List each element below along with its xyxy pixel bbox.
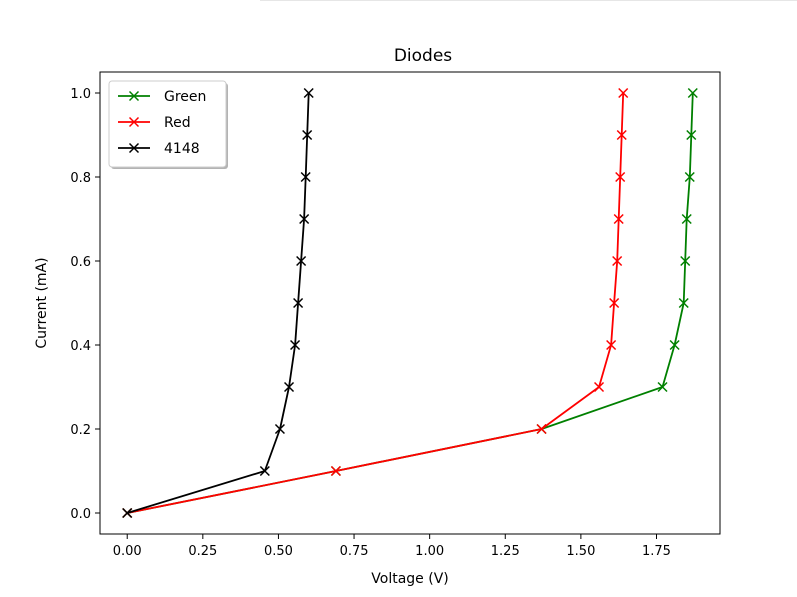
window-top-edge [260, 0, 797, 1]
plot-frame [99, 71, 721, 535]
data-point-green [678, 297, 689, 309]
data-point-4148 [293, 297, 304, 309]
legend-box [108, 80, 227, 168]
data-point-red [616, 129, 627, 141]
data-point-red [613, 213, 624, 225]
y-tick-label: 0.8 [70, 171, 91, 186]
legend-swatch-marker [128, 116, 140, 128]
data-point-4148 [302, 129, 313, 141]
data-point-red [609, 297, 620, 309]
y-tick-label: 0.4 [70, 339, 91, 354]
x-tick-label: 1.25 [491, 544, 520, 559]
data-point-4148 [259, 465, 270, 477]
y-tick-label: 0.2 [70, 423, 91, 438]
data-point-4148 [274, 423, 285, 435]
data-point-green [669, 339, 680, 351]
data-point-4148 [283, 381, 295, 393]
series-4148 [122, 87, 314, 519]
x-tick-label: 1.75 [642, 544, 671, 559]
data-point-red [615, 171, 626, 183]
data-point-green [681, 213, 692, 225]
data-point-4148 [299, 213, 310, 225]
legend: Green Red 4148 [108, 80, 228, 169]
data-point-red [593, 381, 605, 393]
x-tick-label: 0.00 [113, 544, 142, 559]
y-axis-label: Current (mA) [34, 257, 50, 348]
legend-label: 4148 [164, 141, 200, 157]
data-point-green [684, 171, 695, 183]
data-point-green [686, 129, 697, 141]
series-layer [122, 87, 698, 519]
data-point-4148 [290, 339, 301, 351]
y-tick-label: 0.0 [70, 507, 91, 522]
legend-swatch-marker [128, 90, 140, 102]
x-axis: 0.00 0.25 0.50 0.75 1.00 1.25 1.50 1.75 [113, 534, 671, 559]
data-point-4148 [303, 87, 314, 99]
legend-entry-green: Green [118, 89, 206, 105]
data-point-green [657, 381, 668, 393]
data-point-red [606, 339, 617, 351]
data-point-red [612, 255, 623, 267]
data-point-red [618, 87, 629, 99]
y-axis: 0.0 0.2 0.4 0.6 0.8 1.0 [70, 87, 100, 522]
data-point-4148 [122, 507, 133, 519]
x-axis-label: Voltage (V) [371, 571, 448, 587]
data-point-4148 [296, 255, 307, 267]
legend-label: Red [164, 115, 191, 131]
data-point-green [680, 255, 691, 267]
x-tick-label: 0.75 [340, 544, 369, 559]
data-point-red [536, 423, 547, 435]
legend-entry-4148: 4148 [118, 141, 200, 157]
x-tick-label: 0.50 [264, 544, 293, 559]
data-point-green [687, 87, 698, 99]
legend-entry-red: Red [118, 115, 191, 131]
x-tick-label: 0.25 [188, 544, 217, 559]
x-tick-label: 1.50 [566, 544, 595, 559]
y-tick-label: 0.6 [70, 255, 91, 270]
legend-swatch-marker [128, 142, 140, 154]
legend-label: Green [164, 89, 206, 105]
data-point-red [330, 465, 341, 477]
x-tick-label: 1.00 [415, 544, 444, 559]
data-point-4148 [300, 171, 311, 183]
chart-title: Diodes [394, 46, 452, 66]
y-tick-label: 1.0 [70, 87, 91, 102]
